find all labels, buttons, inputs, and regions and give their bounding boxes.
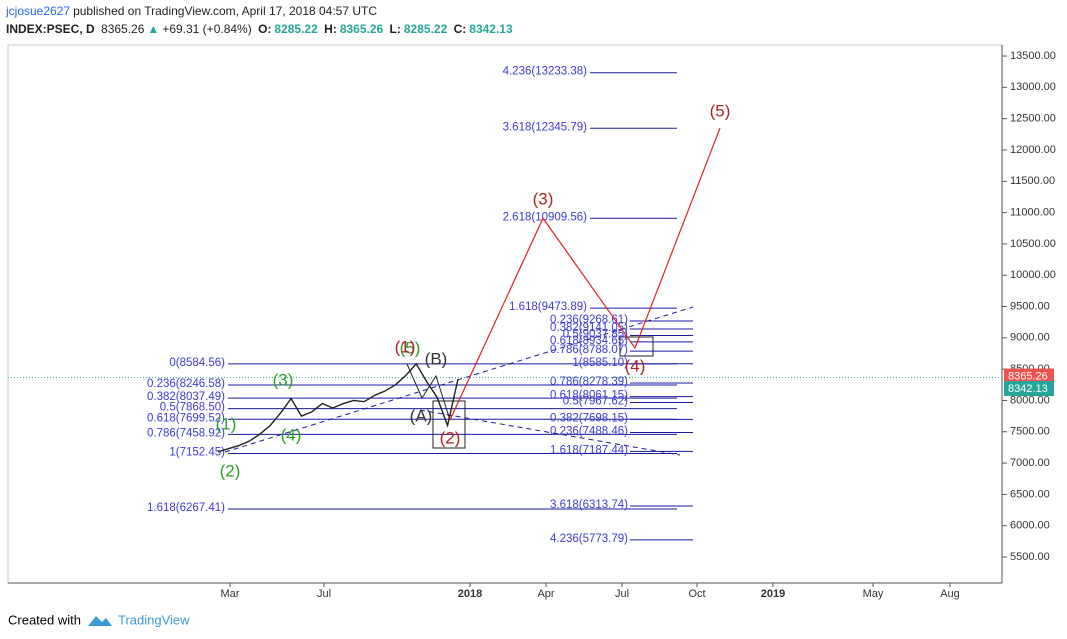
fib-label: 1(8585.10) [572, 357, 628, 369]
header-line-1: jcjosue2627 published on TradingView.com,… [6, 4, 380, 18]
wave-label: (5) [710, 101, 731, 120]
x-tick-label: Jul [615, 588, 629, 600]
h-label: H: [324, 22, 337, 36]
last-price-box [1004, 381, 1054, 397]
fib-label: 1.618(6267.41) [147, 502, 225, 514]
fib-label: 0.618(7699.52) [147, 412, 225, 424]
change: +69.31 (+0.84%) [162, 22, 252, 36]
y-tick-label: 10500.00 [1010, 238, 1056, 250]
h: 8365.26 [339, 22, 384, 36]
channel-line [419, 409, 681, 456]
fib-label: 0.382(9141.05) [550, 322, 628, 334]
user[interactable]: jcjosue2627 [6, 4, 71, 18]
fib-label: 1.618(7187.44) [550, 444, 628, 456]
fib-label: 1(7152.45) [169, 447, 225, 459]
y-tick-label: 10000.00 [1010, 269, 1056, 281]
last-price-label: 8342.13 [1008, 383, 1048, 395]
fib-label: 0.236(9268.61) [550, 314, 628, 326]
series-line [217, 362, 459, 453]
x-tick-label: 2018 [458, 588, 482, 600]
series-line [449, 127, 721, 421]
y-tick-label: 11500.00 [1010, 175, 1055, 187]
y-tick-label: 13500.00 [1010, 50, 1056, 62]
y-tick-label: 9500.00 [1010, 300, 1050, 312]
last: 8365.26 [101, 22, 145, 36]
c: 8342.13 [469, 22, 513, 36]
wave-label: (A) [410, 406, 433, 425]
wave-label: (B) [425, 349, 448, 368]
x-tick-label: Apr [537, 588, 554, 600]
y-tick-label: 5500.00 [1010, 551, 1050, 563]
fib-label: 0.618(8061.15) [550, 390, 628, 402]
footer-brand[interactable]: TradingView [118, 612, 190, 627]
y-tick-label: 9000.00 [1010, 332, 1050, 344]
x-tick-label: Mar [221, 588, 240, 600]
fib-label: 0.786(7458.92) [147, 427, 225, 439]
fib-label: 0.382(7698.15) [550, 412, 628, 424]
fib-label: 2.618(10909.56) [503, 211, 588, 223]
fib-label: 3.618(12345.79) [503, 121, 588, 133]
y-tick-label: 12500.00 [1010, 113, 1056, 125]
y-tick-label: 6500.00 [1010, 488, 1050, 500]
footer-logo [88, 616, 112, 626]
wave-label: (1) [395, 337, 416, 356]
x-tick-label: Jul [317, 588, 331, 600]
wave-box [432, 400, 466, 449]
header-line-2: INDEX:PSEC, D 8365.26 ▲ +69.31 (+0.84%) O:… [6, 22, 516, 36]
o-label: O: [258, 22, 272, 36]
fib-label: 4.236(13233.38) [503, 66, 588, 78]
symbol: INDEX:PSEC, D [6, 22, 95, 36]
last-price-box [1004, 368, 1054, 384]
y-tick-label: 12000.00 [1010, 144, 1056, 156]
fib-label: 0.5(7967.62) [563, 396, 628, 408]
fib-label: 0.236(7488.46) [550, 426, 628, 438]
y-tick-label: 8000.00 [1010, 394, 1050, 406]
fib-label: 0(8584.56) [169, 357, 225, 369]
wave-label: (2) [440, 428, 461, 447]
l-label: L: [389, 22, 401, 36]
y-tick-label: 7500.00 [1010, 426, 1050, 438]
x-tick-label: May [863, 588, 884, 600]
fib-label: 0.618(8934.65) [550, 335, 628, 347]
wave-box [619, 336, 654, 357]
l: 8285.22 [403, 22, 448, 36]
wave-label: (3) [533, 189, 554, 208]
fib-label: 0.786(8788.07) [550, 344, 628, 356]
wave-label: (5) [400, 338, 421, 357]
o: 8285.22 [274, 22, 318, 36]
y-tick-label: 13000.00 [1010, 81, 1056, 93]
wave-label: (4) [281, 425, 302, 444]
fib-label: 0.5(9037.85) [563, 328, 628, 340]
channel-line [224, 306, 694, 453]
published: published on TradingView.com, April 17, … [73, 4, 378, 18]
fib-label: 3.618(6313.74) [550, 499, 628, 511]
x-tick-label: Oct [688, 588, 705, 600]
y-tick-label: 6000.00 [1010, 520, 1050, 532]
x-tick-label: 2019 [761, 588, 785, 600]
x-tick-label: Aug [940, 588, 960, 600]
fib-label: 4.236(5773.79) [550, 533, 628, 545]
wave-label: (1) [216, 414, 237, 433]
arrow: ▲ [147, 22, 160, 36]
fib-label: 1.618(9473.89) [509, 301, 587, 313]
wave-label: (4) [625, 356, 646, 375]
footer-created: Created with [8, 612, 81, 627]
c-label: C: [453, 22, 467, 36]
last-price-label: 8365.26 [1008, 370, 1048, 382]
fib-label: 0.236(8246.58) [147, 378, 225, 390]
wave-label: (3) [273, 370, 294, 389]
wave-label: (2) [220, 461, 241, 480]
fib-label: 0.382(8037.49) [147, 391, 225, 403]
fib-label: 0.5(7868.50) [160, 402, 225, 414]
y-tick-label: 11000.00 [1010, 206, 1055, 218]
y-tick-label: 7000.00 [1010, 457, 1050, 469]
fib-label: 0.786(8278.39) [550, 376, 628, 388]
